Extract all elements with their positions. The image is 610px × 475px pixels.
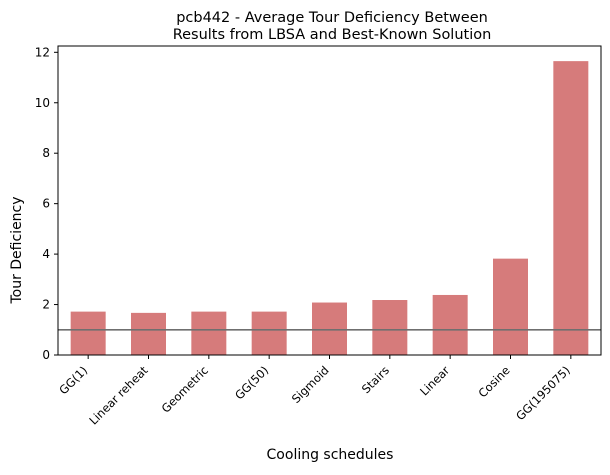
x-tick-label: GG(50) (232, 363, 271, 402)
y-tick-label: 12 (35, 45, 50, 59)
bar-4 (312, 302, 347, 355)
bar-6 (432, 294, 468, 355)
x-tick-label: GG(195075) (513, 363, 573, 423)
bar-3 (251, 311, 287, 355)
y-tick-label: 8 (42, 146, 50, 160)
y-tick-label: 0 (42, 348, 50, 362)
x-tick-label: Sigmoid (289, 363, 332, 406)
y-tick-label: 10 (35, 96, 50, 110)
y-tick-label: 2 (42, 298, 50, 312)
x-tick-label: Linear (417, 363, 452, 398)
x-axis-label: Cooling schedules (267, 447, 394, 463)
y-tick-label: 4 (42, 247, 50, 261)
x-tick-label: Geometric (159, 363, 211, 415)
x-tick-label: GG(1) (56, 363, 90, 397)
chart-title-line-2: Results from LBSA and Best-Known Solutio… (173, 27, 492, 43)
y-tick-label: 6 (42, 197, 50, 211)
bar-0 (70, 311, 106, 355)
bar-5 (372, 300, 408, 355)
bar-2 (191, 311, 227, 355)
chart-title-line-1: pcb442 - Average Tour Deficiency Between (176, 10, 488, 26)
plot-area: 0 2 4 6 8 10 12 GG(1)Linear reheat Geometric GG(5… (35, 45, 602, 428)
x-tick-label: Cosine (475, 363, 512, 400)
bar-7 (493, 258, 528, 355)
bar-8 (553, 61, 589, 355)
bar-1 (131, 312, 166, 355)
x-tick-label: Linear reheat (86, 363, 151, 428)
y-axis-label: Tour Deficiency (9, 196, 25, 304)
x-tick-label: Stairs (359, 363, 392, 396)
